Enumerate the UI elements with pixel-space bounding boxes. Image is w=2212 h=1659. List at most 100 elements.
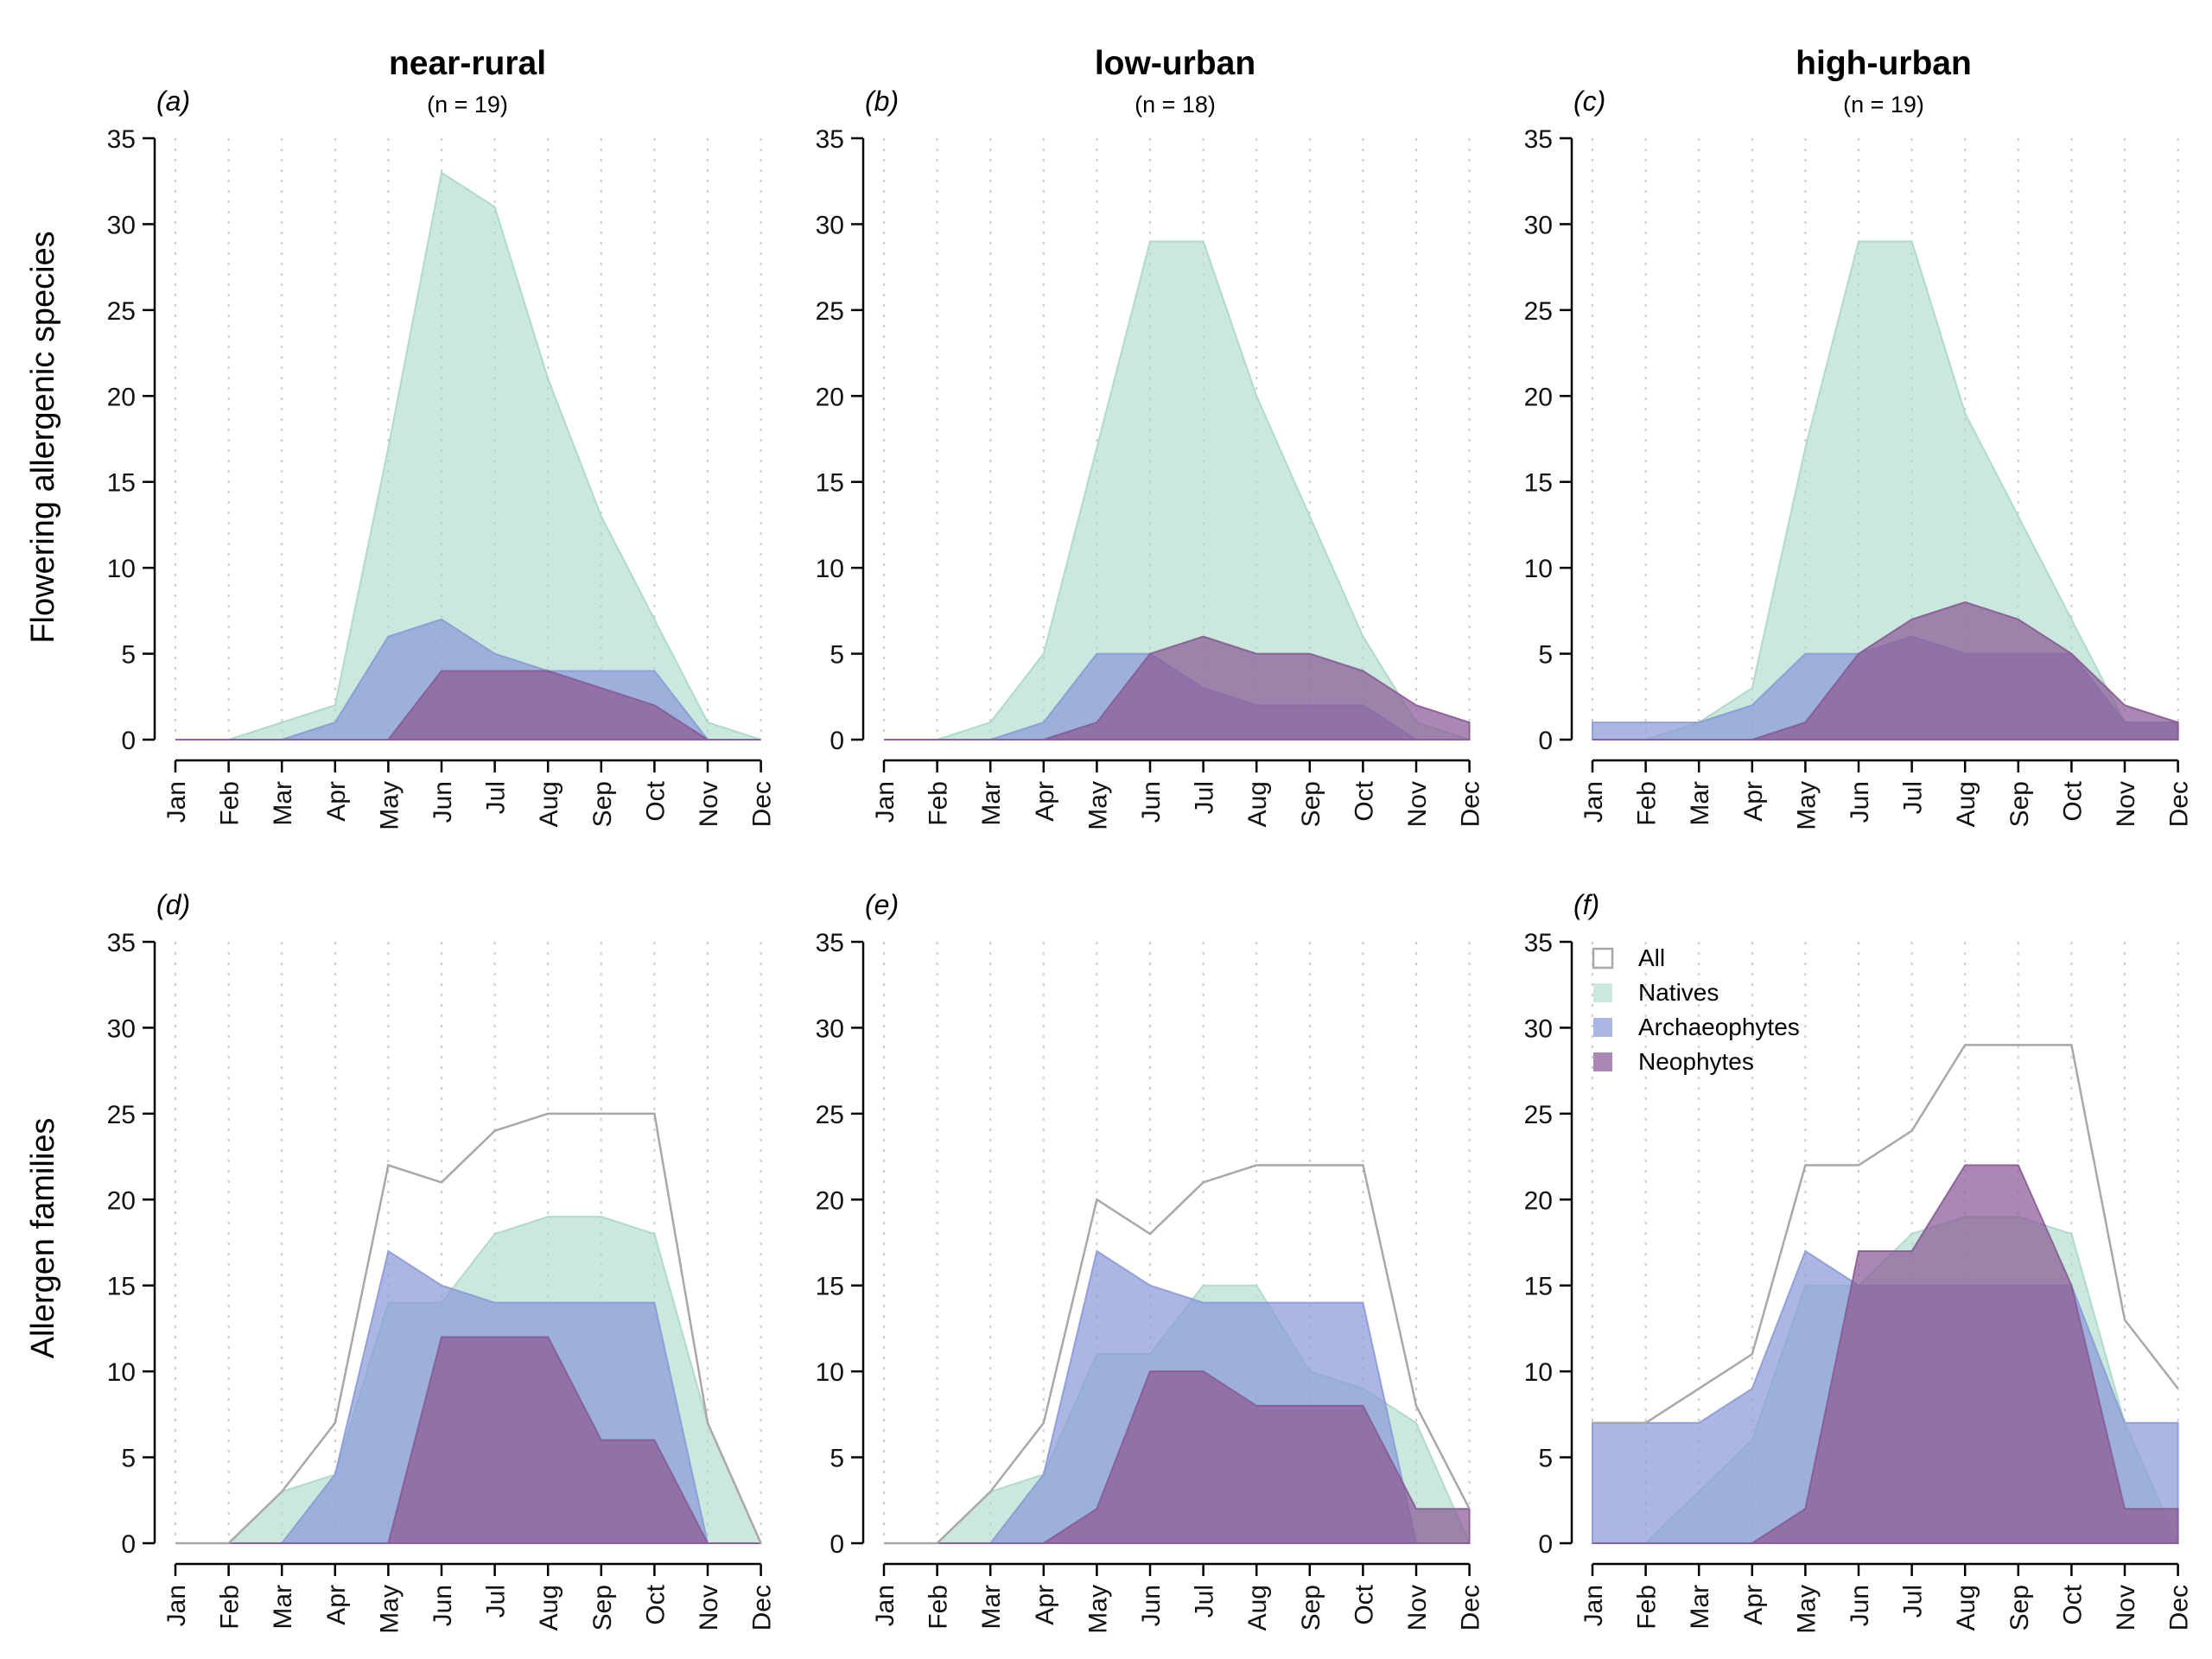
y-tick-label-0: 0: [1538, 727, 1553, 755]
x-tick-label-may: May: [375, 1585, 404, 1634]
panel-a: 0 5 10 15 20 25 30 35 Jan Feb Mar Apr May Jun Jul Aug Se…: [107, 86, 777, 830]
x-tick-label-apr: Apr: [322, 781, 351, 822]
x-tick-label-oct: Oct: [1350, 780, 1378, 821]
x-tick-label-jan: Jan: [871, 1585, 899, 1626]
x-tick-label-aug: Aug: [535, 781, 563, 827]
y-tick-label-20: 20: [1524, 1186, 1553, 1215]
y-tick-label-25: 25: [107, 297, 136, 326]
legend-label-neophytes: Neophytes: [1638, 1048, 1754, 1075]
y-tick-label-0: 0: [1538, 1530, 1553, 1559]
x-tick-label-oct: Oct: [2058, 1584, 2087, 1624]
x-tick-label-jun: Jun: [1846, 781, 1874, 823]
legend-label-archaeophytes: Archaeophytes: [1638, 1014, 1800, 1040]
y-tick-label-20: 20: [1524, 383, 1553, 411]
x-tick-label-dec: Dec: [2165, 1585, 2194, 1630]
x-tick-label-feb: Feb: [925, 781, 953, 826]
x-tick-label-mar: Mar: [269, 781, 297, 826]
line-all: [1592, 1044, 2179, 1425]
x-tick-label-jun: Jun: [1846, 1585, 1874, 1626]
x-tick-label-dec: Dec: [1457, 781, 1485, 827]
x-tick-label-jul: Jul: [1899, 781, 1928, 814]
x-tick-label-sep: Sep: [588, 1585, 617, 1630]
y-tick-label-20: 20: [816, 1186, 844, 1215]
panel-letter-c: (c): [1573, 86, 1605, 117]
y-tick-label-10: 10: [816, 555, 844, 583]
line-all: [175, 1112, 762, 1545]
x-tick-label-mar: Mar: [269, 1585, 297, 1630]
column-subtitle-low-urban: (n = 18): [1135, 92, 1216, 118]
y-tick-label-15: 15: [1524, 469, 1553, 498]
x-tick-label-aug: Aug: [535, 1585, 563, 1630]
x-tick-label-jan: Jan: [162, 781, 191, 823]
x-tick-label-aug: Aug: [1952, 1585, 1980, 1630]
x-tick-label-jun: Jun: [429, 781, 457, 823]
x-tick-label-apr: Apr: [1031, 1585, 1059, 1625]
x-tick-label-apr: Apr: [1739, 1585, 1768, 1625]
panel-letter-a: (a): [156, 86, 190, 117]
area-neophytes: [884, 635, 1471, 741]
y-tick-label-35: 35: [1524, 929, 1553, 957]
y-tick-label-25: 25: [107, 1101, 136, 1129]
x-tick-label-jan: Jan: [162, 1585, 191, 1626]
area-neophytes: [175, 670, 761, 741]
x-tick-label-jan: Jan: [1580, 781, 1608, 823]
x-tick-label-jul: Jul: [1191, 781, 1219, 814]
area-neophytes: [884, 1370, 1471, 1544]
column-subtitle-high-urban: (n = 19): [1843, 92, 1924, 118]
y-tick-label-10: 10: [107, 1358, 136, 1387]
x-tick-label-oct: Oct: [1350, 1584, 1378, 1624]
x-tick-label-dec: Dec: [748, 781, 777, 827]
y-tick-label-20: 20: [107, 1186, 136, 1215]
x-tick-label-aug: Aug: [1952, 781, 1980, 827]
x-tick-label-may: May: [1084, 1585, 1112, 1634]
legend-item-neophytes: Neophytes: [1593, 1048, 1754, 1075]
y-axis-label-species: Flowering allergenic species: [25, 231, 61, 643]
y-tick-label-20: 20: [816, 383, 844, 411]
column-title-low-urban: low-urban: [1095, 45, 1255, 82]
x-tick-label-may: May: [1792, 1585, 1821, 1634]
legend-swatch-all: [1592, 947, 1614, 969]
legend-swatch-neophytes: [1593, 1052, 1612, 1071]
panel-e: 0 5 10 15 20 25 30 35 Jan Feb Mar Apr May Jun Jul Aug Se…: [816, 889, 1485, 1634]
y-tick-label-30: 30: [816, 1014, 844, 1043]
legend: All Natives Archaeophytes Neophytes: [1592, 944, 1800, 1075]
x-tick-label-apr: Apr: [1739, 781, 1768, 822]
x-tick-label-feb: Feb: [216, 1585, 245, 1630]
legend-item-all: All: [1592, 944, 1665, 971]
x-tick-label-oct: Oct: [641, 1584, 670, 1624]
y-tick-label-5: 5: [1538, 641, 1553, 670]
y-tick-label-15: 15: [107, 469, 136, 498]
x-tick-label-oct: Oct: [641, 780, 670, 821]
y-tick-label-35: 35: [1524, 125, 1553, 154]
y-tick-label-0: 0: [121, 727, 136, 755]
y-tick-label-15: 15: [107, 1273, 136, 1301]
x-tick-label-jan: Jan: [1580, 1585, 1608, 1626]
x-tick-label-jul: Jul: [482, 1585, 511, 1618]
y-tick-label-10: 10: [1524, 1358, 1553, 1387]
panel-d: 0 5 10 15 20 25 30 35 Jan Feb Mar Apr May Jun Jul Aug Se…: [107, 889, 777, 1634]
x-tick-label-sep: Sep: [1297, 781, 1325, 827]
y-tick-label-20: 20: [107, 383, 136, 411]
x-tick-label-apr: Apr: [322, 1585, 351, 1625]
panel-letter-d: (d): [156, 889, 190, 920]
x-tick-label-may: May: [375, 781, 404, 830]
legend-swatch-natives: [1593, 983, 1612, 1002]
x-tick-label-sep: Sep: [588, 781, 617, 827]
y-tick-label-30: 30: [1524, 211, 1553, 239]
y-tick-label-15: 15: [816, 1273, 844, 1301]
legend-item-archaeophytes: Archaeophytes: [1593, 1014, 1800, 1040]
x-tick-label-jul: Jul: [482, 781, 511, 814]
legend-swatch-archaeophytes: [1593, 1018, 1612, 1037]
y-tick-label-5: 5: [121, 641, 136, 670]
y-tick-label-35: 35: [816, 929, 844, 957]
y-tick-label-15: 15: [816, 469, 844, 498]
column-title-high-urban: high-urban: [1796, 45, 1972, 82]
x-tick-label-may: May: [1792, 781, 1821, 830]
x-tick-label-feb: Feb: [216, 781, 245, 826]
y-tick-label-25: 25: [1524, 297, 1553, 326]
column-titles: near-rural (n = 19) low-urban (n = 18) h…: [389, 45, 1972, 118]
panel-c: 0 5 10 15 20 25 30 35 Jan Feb Mar Apr May Jun Jul Aug Se…: [1524, 86, 2194, 830]
y-tick-label-10: 10: [107, 555, 136, 583]
x-tick-label-sep: Sep: [2005, 1585, 2034, 1630]
